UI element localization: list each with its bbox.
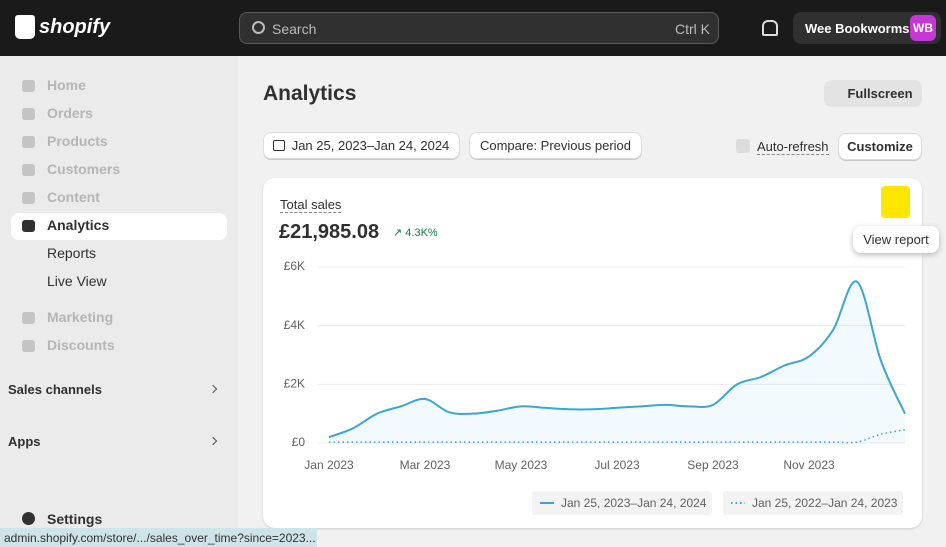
metric-name: Total sales (280, 197, 342, 213)
top-bar: shopify Search Ctrl K Wee Bookworms WB (0, 0, 946, 56)
logo[interactable]: shopify (39, 16, 111, 38)
nav-icon (22, 108, 35, 120)
nav-settings[interactable]: Settings (47, 511, 103, 527)
nav-item[interactable]: Reports (47, 245, 97, 261)
chevron (208, 436, 218, 446)
view-report-icon[interactable] (881, 186, 910, 218)
legend-box (723, 491, 903, 515)
nav-item[interactable]: Orders (47, 105, 93, 121)
auto-refresh-checkbox[interactable] (736, 139, 750, 153)
page-title: Analytics (263, 82, 357, 105)
nav-icon (22, 340, 35, 352)
y-tick-label: £4K (284, 318, 305, 332)
x-tick-label: Sep 2023 (687, 458, 739, 472)
nav-active-bg (11, 213, 227, 240)
nav-item[interactable]: Discounts (47, 337, 115, 353)
fullscreen-button[interactable]: Fullscreen (824, 80, 922, 107)
legend-label: Jan 25, 2022–Jan 24, 2023 (752, 496, 898, 510)
calendar-icon (273, 140, 285, 151)
date-range-button[interactable]: Jan 25, 2023–Jan 24, 2024 (263, 132, 460, 159)
search-box[interactable]: Search Ctrl K (239, 12, 719, 44)
search-placeholder: Search (272, 21, 317, 37)
bell-icon[interactable] (762, 20, 778, 36)
nav-item[interactable]: Content (47, 189, 100, 205)
y-tick-label: £6K (284, 259, 305, 273)
nav-icon (22, 164, 35, 176)
chart: £0 £2K £4K £6K Jan 2023 Mar 2023 May 2023 Jul 2… (284, 259, 906, 515)
metric-total: £21,985.08 (279, 221, 380, 243)
avatar: WB (910, 15, 936, 41)
tooltip: View report (853, 226, 939, 253)
legend-label: Jan 25, 2023–Jan 24, 2024 (561, 496, 707, 510)
area (329, 281, 905, 443)
nav-icon (22, 192, 35, 204)
y-tick-label: £2K (284, 377, 305, 391)
metric-change: ↗ 4.3K% (393, 227, 438, 239)
nav-item[interactable]: Products (47, 133, 108, 149)
metric-change-value: 4.3K% (405, 227, 438, 239)
nav-item[interactable]: Customers (47, 161, 121, 177)
y-tick-label: £0 (292, 435, 306, 449)
store-menu[interactable]: Wee Bookworms WB (793, 12, 941, 44)
date-range: Jan 25, 2023–Jan 24, 2024 (291, 138, 450, 153)
nav-icon (22, 512, 35, 525)
line (328, 280, 906, 439)
x-tick-label: Mar 2023 (400, 458, 451, 472)
nav-icon (22, 312, 35, 324)
nav-section[interactable]: Sales channels (8, 382, 102, 397)
store-name: Wee Bookworms (805, 21, 910, 36)
nav-icon (22, 136, 35, 148)
x-tick-label: May 2023 (495, 458, 548, 472)
fullscreen-label: Fullscreen (847, 86, 913, 101)
customize-button[interactable]: Customize (838, 133, 922, 160)
sidebar: Home Orders Products Customers Content Analyt… (0, 56, 238, 547)
nav-section[interactable]: Apps (8, 434, 41, 449)
logo-icon (15, 15, 35, 39)
legend-box (532, 491, 712, 515)
compare-button[interactable]: Compare: Previous period (469, 132, 642, 159)
nav-icon (22, 220, 35, 232)
x-tick-label: Nov 2023 (783, 458, 835, 472)
auto-refresh-label: Auto-refresh (757, 139, 829, 155)
nav-item[interactable]: Live View (47, 273, 107, 289)
status-url: admin.shopify.com/store/.../sales_over_t… (0, 528, 317, 547)
chevron (208, 384, 218, 394)
nav-item[interactable]: Analytics (47, 217, 110, 233)
x-tick-label: Jan 2023 (304, 458, 354, 472)
x-tick-label: Jul 2023 (594, 458, 640, 472)
chart-card: Total sales £21,985.08 ↗ 4.3K% £0 £2K £4K £… (263, 178, 922, 528)
nav-icon (22, 80, 35, 92)
shortcut: Ctrl K (675, 21, 710, 37)
nav-item[interactable]: Home (47, 77, 86, 93)
line (328, 429, 906, 444)
nav-item[interactable]: Marketing (47, 309, 114, 325)
search-icon (252, 21, 265, 34)
